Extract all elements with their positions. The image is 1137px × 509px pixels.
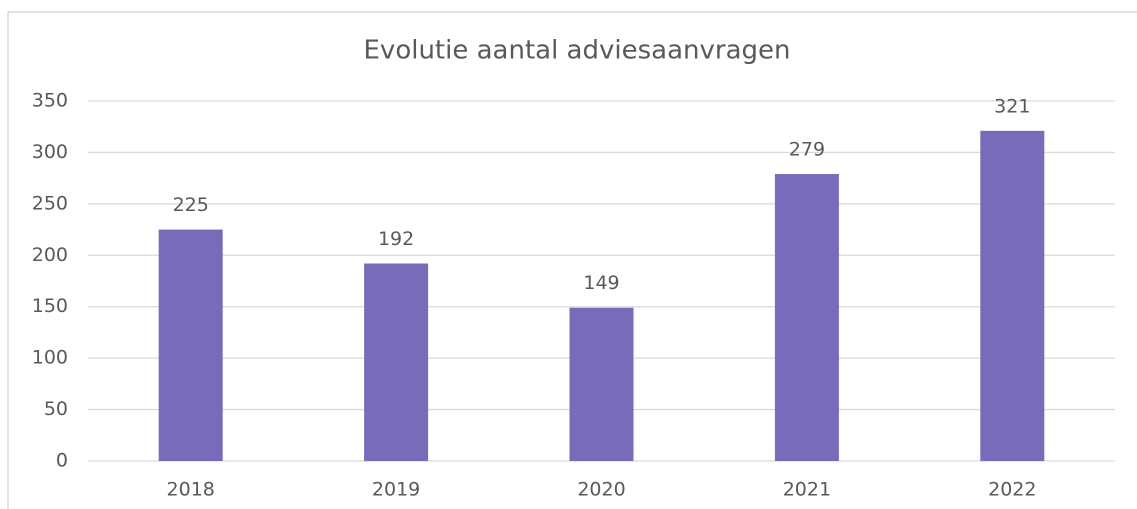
y-tick-label: 0 xyxy=(56,450,68,472)
x-tick-label: 2020 xyxy=(577,479,625,501)
y-tick-label: 200 xyxy=(32,244,68,266)
data-label: 192 xyxy=(378,228,414,250)
x-tick-label: 2018 xyxy=(167,479,215,501)
y-tick-label: 50 xyxy=(44,398,68,420)
bar xyxy=(569,307,634,461)
y-tick-label: 300 xyxy=(32,141,68,163)
bar xyxy=(980,130,1045,462)
data-label: 321 xyxy=(994,95,1030,117)
bar xyxy=(158,229,223,461)
x-tick-label: 2022 xyxy=(988,479,1036,501)
y-tick-label: 250 xyxy=(32,192,68,214)
x-tick-label: 2019 xyxy=(372,479,420,501)
chart-title: Evolutie aantal adviesaanvragen xyxy=(364,36,791,66)
data-label: 225 xyxy=(173,194,209,216)
y-tick-label: 350 xyxy=(32,90,68,112)
bar xyxy=(774,174,839,461)
data-label: 279 xyxy=(789,139,825,161)
bar xyxy=(364,263,429,461)
data-label: 149 xyxy=(583,272,619,294)
x-tick-label: 2021 xyxy=(783,479,831,501)
y-tick-label: 150 xyxy=(32,295,68,317)
y-tick-label: 100 xyxy=(32,347,68,369)
